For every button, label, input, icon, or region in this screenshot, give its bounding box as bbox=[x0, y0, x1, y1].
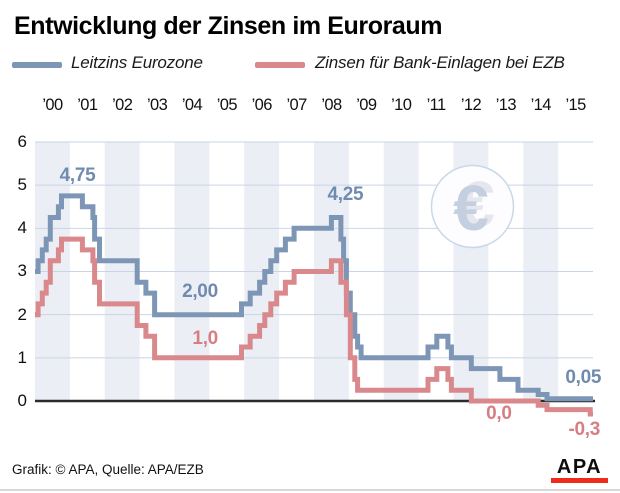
page-title: Entwicklung der Zinsen im Euroraum bbox=[14, 12, 443, 40]
euro-watermark-halo-icon: € bbox=[459, 168, 495, 240]
apa-logo: APA bbox=[551, 457, 608, 483]
legend-label-einlagen: Zinsen für Bank-Einlagen bei EZB bbox=[315, 53, 565, 72]
x-axis: ’00 ’01 ’02 ’03 ’04 ’05 ’06 ’07 ’08 ’09 ’10 ’11 ’12 ’… bbox=[35, 96, 593, 115]
credit-text: Grafik: © APA, Quelle: APA/EZB bbox=[12, 462, 204, 477]
y-axis-label: 2 bbox=[17, 304, 27, 324]
euro-icon: € bbox=[453, 172, 489, 244]
legend-swatch-leitzins bbox=[12, 62, 62, 68]
data-label-leitzins: 4,75 bbox=[59, 164, 96, 186]
bottom-divider bbox=[0, 489, 620, 491]
x-axis-label: ’11 bbox=[426, 96, 447, 114]
x-axis-label: ’05 bbox=[216, 96, 238, 114]
x-axis-label: ’00 bbox=[42, 96, 63, 114]
y-axis-label: 0 bbox=[17, 391, 27, 410]
series-line-einlagen bbox=[35, 236, 593, 417]
series-line-leitzins bbox=[35, 193, 593, 402]
y-axis-label: 5 bbox=[17, 175, 27, 195]
x-axis-label: ’01 bbox=[77, 96, 98, 114]
y-axis-label: 1 bbox=[17, 347, 27, 367]
x-axis-label: ’02 bbox=[112, 96, 133, 114]
data-label-einlagen: 0,0 bbox=[486, 402, 512, 424]
x-axis-label: ’09 bbox=[356, 96, 377, 114]
y-axis-label: 3 bbox=[17, 261, 27, 281]
data-label-leitzins: 0,05 bbox=[565, 367, 602, 389]
y-axis-label: 4 bbox=[17, 218, 27, 238]
x-axis-label: ’08 bbox=[321, 96, 342, 114]
x-axis-label: ’13 bbox=[495, 96, 517, 114]
x-axis-label: ’06 bbox=[251, 96, 273, 114]
y-axis-label: 6 bbox=[17, 131, 27, 151]
x-axis-label: ’03 bbox=[146, 96, 168, 114]
legend-swatch-einlagen bbox=[255, 62, 305, 68]
data-label-einlagen: 1,0 bbox=[192, 328, 218, 350]
x-axis-label: ’12 bbox=[460, 96, 482, 114]
x-axis-label: ’07 bbox=[286, 96, 307, 114]
data-label-einlagen: -0,3 bbox=[568, 418, 601, 440]
x-axis-label: ’14 bbox=[530, 96, 552, 114]
apa-logo-red-bar bbox=[551, 478, 608, 483]
euro-watermark-circle bbox=[430, 164, 515, 249]
x-axis-label: ’04 bbox=[181, 96, 203, 114]
data-label-leitzins: 4,25 bbox=[327, 183, 364, 205]
x-axis-label: ’15 bbox=[565, 96, 586, 114]
apa-logo-text: APA bbox=[556, 456, 603, 478]
x-axis-label: ’10 bbox=[391, 96, 412, 114]
legend-label-leitzins: Leitzins Eurozone bbox=[71, 53, 203, 72]
data-label-leitzins: 2,00 bbox=[182, 281, 218, 303]
